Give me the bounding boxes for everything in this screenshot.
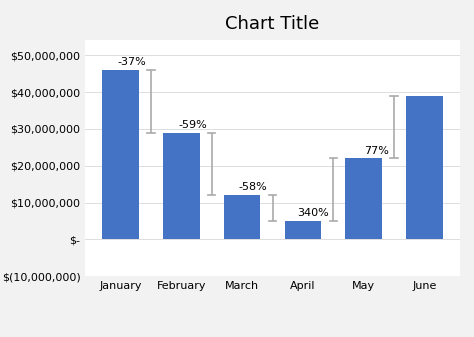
Text: -37%: -37% [118, 57, 146, 67]
Bar [346, 158, 382, 240]
Text: 77%: 77% [365, 146, 389, 156]
Bar [102, 70, 139, 240]
Text: -59%: -59% [178, 120, 207, 130]
Title: Chart Title: Chart Title [226, 15, 319, 33]
Bar [163, 132, 200, 240]
Bar [285, 221, 321, 240]
Bar [224, 195, 260, 240]
Text: -58%: -58% [239, 182, 268, 192]
Bar [406, 96, 443, 240]
Text: 340%: 340% [297, 208, 328, 218]
